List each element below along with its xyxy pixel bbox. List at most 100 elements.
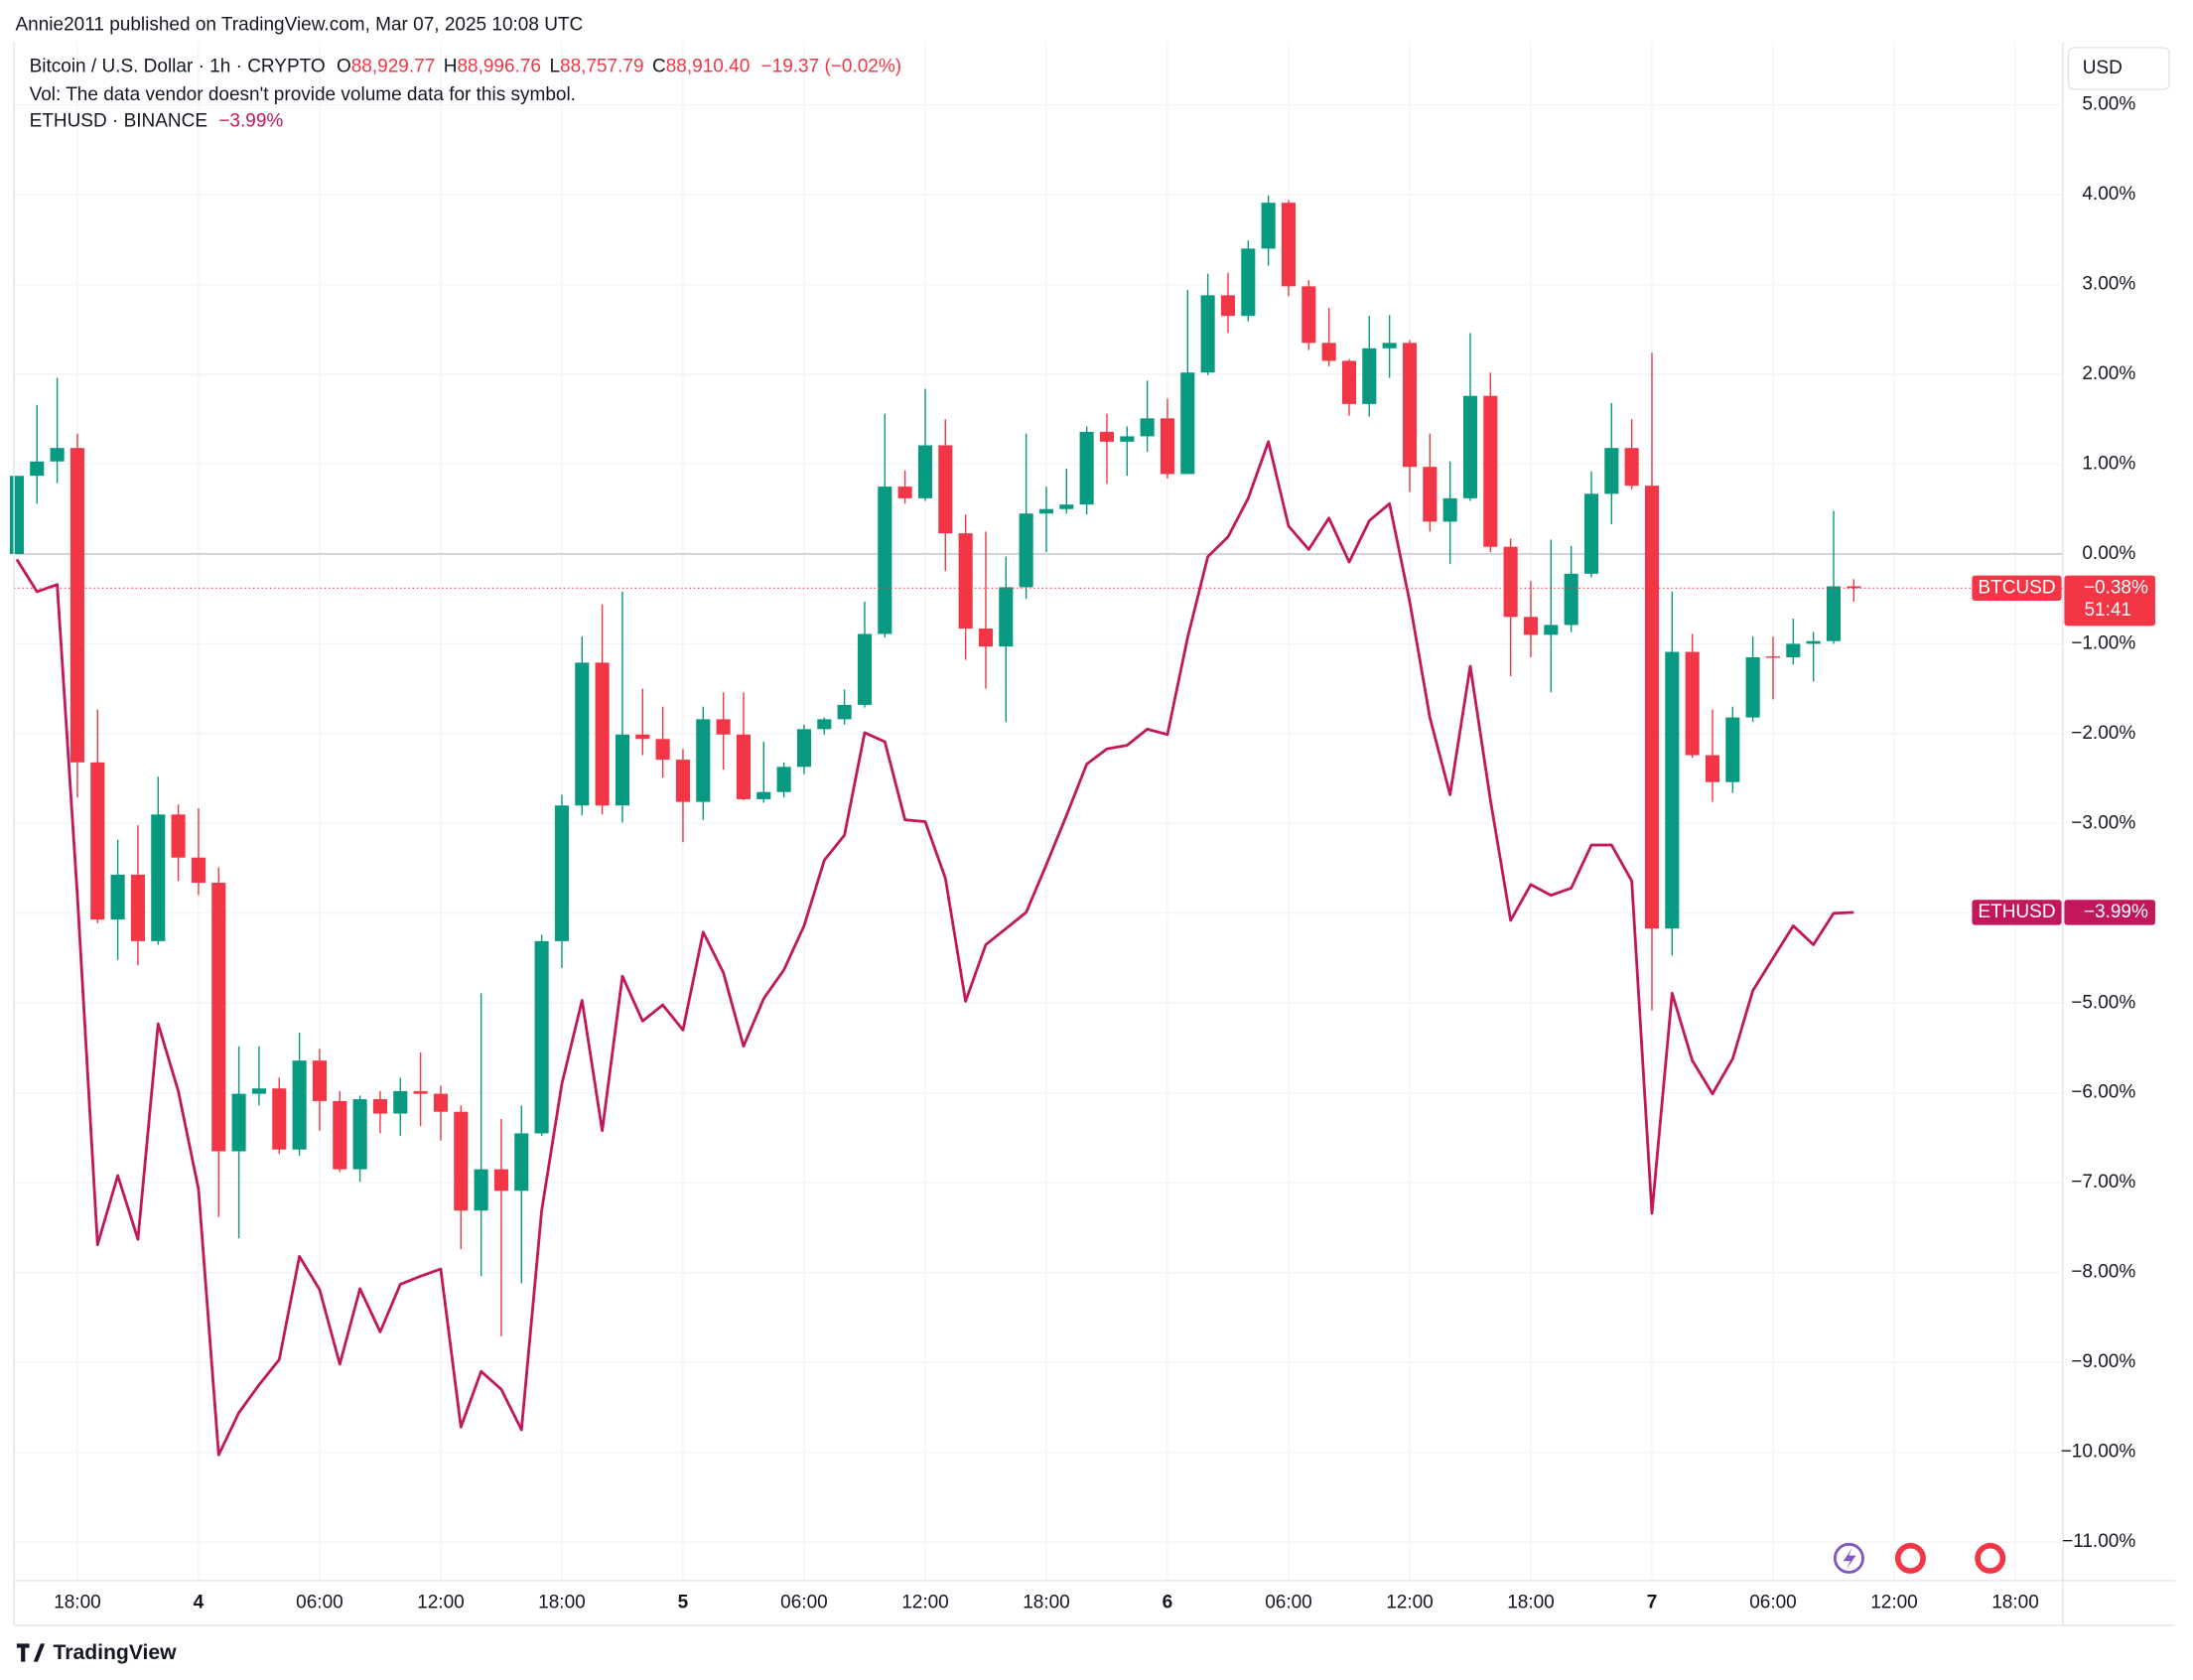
candle-body bbox=[1059, 504, 1074, 509]
countdown: 51:41 bbox=[2084, 600, 2131, 621]
x-tick-label: 12:00 bbox=[1386, 1593, 1434, 1613]
candle-body bbox=[696, 719, 711, 802]
candle-body bbox=[493, 1169, 508, 1191]
ohlc-key: C bbox=[652, 57, 666, 77]
candle-body bbox=[534, 940, 549, 1134]
candle-body bbox=[1200, 295, 1215, 373]
x-tick-label: 5 bbox=[678, 1593, 689, 1613]
y-tick-label: −2.00% bbox=[2071, 723, 2135, 744]
candle-body bbox=[1705, 755, 1720, 782]
footer-logo: TradingView bbox=[16, 1641, 177, 1664]
y-tick-label: 0.00% bbox=[2082, 543, 2135, 564]
candle-body bbox=[1604, 448, 1619, 494]
x-tick-label: 7 bbox=[1647, 1593, 1658, 1613]
candle-body bbox=[191, 857, 206, 884]
ohlc-value: 88,996.76 bbox=[457, 57, 541, 77]
candle-body bbox=[756, 791, 771, 799]
candle-body bbox=[1281, 203, 1297, 287]
candle-body bbox=[514, 1133, 529, 1191]
x-tick-label: 12:00 bbox=[1870, 1593, 1918, 1613]
x-tick-label: 12:00 bbox=[901, 1593, 949, 1613]
candle-body bbox=[1442, 497, 1457, 522]
candle-body bbox=[1423, 467, 1438, 522]
candle-body bbox=[69, 448, 84, 763]
candle-body bbox=[393, 1090, 408, 1114]
candle-body bbox=[1583, 493, 1599, 574]
candle-body bbox=[9, 476, 24, 554]
candle-body bbox=[938, 445, 953, 534]
x-tick-label: 18:00 bbox=[538, 1593, 586, 1613]
candle-body bbox=[1382, 343, 1397, 349]
candle-body bbox=[575, 662, 590, 806]
candle-body bbox=[130, 874, 145, 941]
volume-note: Vol: The data vendor doesn't provide vol… bbox=[30, 84, 576, 105]
candle-body bbox=[1180, 372, 1195, 475]
candle-body bbox=[433, 1093, 448, 1112]
candle-body bbox=[413, 1090, 428, 1094]
legend-compare: ETHUSD · BINANCE −3.99% bbox=[30, 111, 284, 132]
ohlc-key: L bbox=[549, 57, 560, 77]
candle-body bbox=[1765, 656, 1781, 658]
series-name-tag bbox=[1972, 900, 2062, 925]
candle-body bbox=[1544, 625, 1559, 635]
candle-body bbox=[1685, 651, 1700, 756]
x-tick-label: 06:00 bbox=[780, 1593, 828, 1613]
last-value-tag bbox=[2064, 900, 2155, 925]
candle-body bbox=[1503, 546, 1518, 618]
candle-body bbox=[1462, 395, 1478, 498]
x-tick-label: 18:00 bbox=[1507, 1593, 1555, 1613]
candle-body bbox=[292, 1060, 307, 1150]
candle-body bbox=[837, 704, 852, 720]
candle-body bbox=[1362, 348, 1377, 404]
candle-body bbox=[1038, 508, 1054, 514]
currency-button[interactable] bbox=[2067, 47, 2170, 90]
candle-body bbox=[1826, 586, 1842, 641]
symbol: Bitcoin / U.S. Dollar · 1h · CRYPTO bbox=[30, 57, 326, 77]
currency-label: USD bbox=[2083, 58, 2123, 78]
y-tick-label: −1.00% bbox=[2071, 632, 2135, 653]
candle-body bbox=[655, 739, 670, 761]
candle-body bbox=[372, 1099, 387, 1114]
series-name-tag bbox=[1972, 575, 2062, 601]
series-name: BTCUSD bbox=[1978, 577, 2055, 598]
candle-body bbox=[30, 461, 45, 477]
candle-body bbox=[736, 734, 752, 799]
last-value-tag bbox=[2064, 575, 2155, 627]
x-tick-label: 4 bbox=[194, 1593, 205, 1613]
published-line: Annie2011 published on TradingView.com, … bbox=[15, 14, 583, 35]
y-tick-label: −10.00% bbox=[2061, 1442, 2136, 1463]
candle-body bbox=[897, 487, 912, 498]
candle-body bbox=[1483, 395, 1498, 547]
candle-body bbox=[1321, 343, 1336, 361]
candle-body bbox=[554, 805, 569, 941]
candle-body bbox=[796, 729, 812, 768]
y-tick-label: −9.00% bbox=[2071, 1351, 2135, 1372]
candle-body bbox=[1079, 431, 1094, 505]
candle-body bbox=[1745, 656, 1760, 718]
candle-body bbox=[151, 814, 166, 941]
plot bbox=[9, 195, 2063, 1457]
candle-body bbox=[978, 629, 994, 647]
candle-body bbox=[1302, 286, 1316, 344]
last-value-label: −3.99% bbox=[2084, 902, 2148, 922]
candle-body bbox=[716, 719, 731, 735]
price-labels: BTCUSD −0.38%51:41 ETHUSD −3.99% bbox=[1972, 575, 2155, 925]
x-tick-label: 12:00 bbox=[417, 1593, 465, 1613]
last-value-label: −0.38% bbox=[2084, 577, 2148, 598]
y-tick-label: 1.00% bbox=[2082, 453, 2135, 474]
candle-body bbox=[1099, 431, 1115, 442]
candle-body bbox=[595, 662, 610, 806]
grid bbox=[14, 42, 2063, 1581]
candle-body bbox=[1665, 651, 1680, 929]
candle-body bbox=[1523, 617, 1539, 635]
ohlc-value: 88,757.79 bbox=[560, 57, 644, 77]
y-tick-label: −8.00% bbox=[2071, 1262, 2135, 1283]
change: −19.37 (−0.02%) bbox=[761, 57, 902, 77]
candle-body bbox=[333, 1100, 347, 1170]
candle-body bbox=[1786, 643, 1801, 657]
logo-mark bbox=[16, 1643, 46, 1662]
candle-body bbox=[857, 633, 873, 705]
candle-body bbox=[675, 760, 690, 802]
candle-body bbox=[171, 814, 186, 858]
